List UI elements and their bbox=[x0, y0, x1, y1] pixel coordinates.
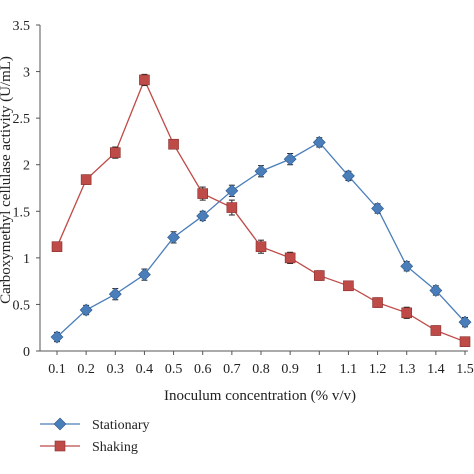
data-point bbox=[400, 259, 414, 273]
data-point bbox=[225, 184, 239, 198]
data-point bbox=[168, 138, 179, 150]
plot-area bbox=[50, 73, 472, 347]
legend-item-shaking: Shaking bbox=[40, 440, 138, 455]
diamond-marker-icon bbox=[53, 417, 67, 431]
x-tick-label: 0.3 bbox=[107, 362, 125, 377]
x-tick-label: 1.4 bbox=[427, 362, 445, 377]
x-tick-label: 1.3 bbox=[398, 362, 416, 377]
y-tick-label: 1.5 bbox=[13, 205, 31, 220]
data-point bbox=[226, 202, 238, 213]
data-point bbox=[108, 287, 122, 301]
data-point bbox=[197, 188, 209, 199]
square-marker-icon bbox=[54, 440, 66, 452]
legend-item-stationary: Stationary bbox=[40, 417, 150, 433]
y-tick-label: 0 bbox=[23, 345, 30, 360]
y-axis-ticks: 0 0.5 1 1.5 2 2.5 3 3.5 bbox=[13, 19, 40, 360]
legend-label: Shaking bbox=[92, 440, 138, 455]
x-axis-label: Inoculum concentration (% v/v) bbox=[164, 388, 356, 404]
legend: Stationary Shaking bbox=[40, 417, 150, 455]
y-tick-label: 3.5 bbox=[13, 19, 31, 34]
data-point bbox=[109, 147, 121, 158]
x-tick-label: 1.1 bbox=[340, 362, 358, 377]
series-stationary bbox=[50, 135, 472, 344]
data-point bbox=[401, 307, 413, 319]
data-point bbox=[284, 252, 296, 264]
data-point bbox=[459, 336, 471, 347]
x-tick-label: 0.9 bbox=[281, 362, 299, 377]
x-tick-label: 0.4 bbox=[136, 362, 154, 377]
y-tick-label: 3 bbox=[23, 66, 30, 81]
data-point bbox=[372, 297, 383, 308]
x-tick-label: 0.5 bbox=[165, 362, 183, 377]
data-point bbox=[79, 303, 93, 317]
data-point bbox=[371, 202, 384, 215]
x-tick-label: 0.6 bbox=[194, 362, 212, 377]
x-tick-label: 1 bbox=[316, 362, 323, 377]
x-tick-label: 0.8 bbox=[252, 362, 270, 377]
x-axis-ticks: 0.1 0.2 0.3 0.4 0.5 0.6 0.7 0.8 0.9 1 1.1 1.2 1.3 1.4… bbox=[48, 351, 474, 377]
legend-label: Stationary bbox=[92, 418, 150, 433]
data-point bbox=[50, 330, 64, 344]
data-point bbox=[312, 135, 326, 149]
x-tick-label: 0.7 bbox=[223, 362, 241, 377]
x-tick-label: 1.5 bbox=[456, 362, 474, 377]
data-point bbox=[343, 280, 354, 292]
y-tick-label: 1 bbox=[23, 252, 30, 267]
data-point bbox=[313, 270, 325, 281]
x-tick-label: 0.2 bbox=[77, 362, 95, 377]
data-point bbox=[430, 325, 442, 336]
axes bbox=[39, 25, 468, 352]
series-line bbox=[56, 78, 466, 343]
y-tick-label: 2.5 bbox=[13, 112, 31, 127]
data-point bbox=[255, 241, 267, 252]
data-point bbox=[51, 241, 63, 252]
data-point bbox=[254, 164, 268, 178]
y-tick-label: 2 bbox=[23, 159, 30, 174]
data-point bbox=[458, 315, 472, 329]
data-point bbox=[196, 209, 210, 223]
data-point bbox=[429, 284, 443, 297]
x-tick-label: 1.2 bbox=[369, 362, 387, 377]
data-point bbox=[138, 268, 151, 282]
data-point bbox=[167, 230, 180, 244]
y-tick-label: 0.5 bbox=[13, 298, 31, 313]
data-point bbox=[342, 169, 355, 183]
data-point bbox=[139, 74, 150, 86]
data-point bbox=[283, 152, 297, 166]
series-shaking bbox=[51, 73, 471, 347]
x-tick-label: 0.1 bbox=[48, 362, 66, 377]
data-point bbox=[80, 174, 92, 185]
y-axis-label: Carboxymethyl cellulase activity (U/mL) bbox=[0, 56, 14, 304]
